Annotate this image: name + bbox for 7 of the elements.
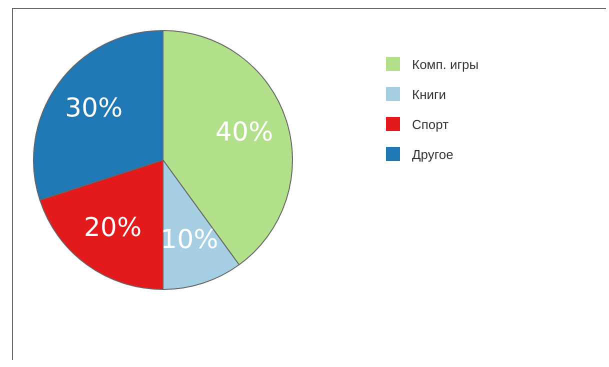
- legend-label: Спорт: [412, 116, 449, 132]
- data-label: 40%: [215, 117, 274, 148]
- legend-label: Другое: [412, 146, 454, 162]
- data-label: 30%: [64, 94, 123, 124]
- data-label: 20%: [84, 212, 142, 243]
- legend-label: Книги: [412, 86, 446, 102]
- legend-label: Комп. игры: [412, 56, 479, 72]
